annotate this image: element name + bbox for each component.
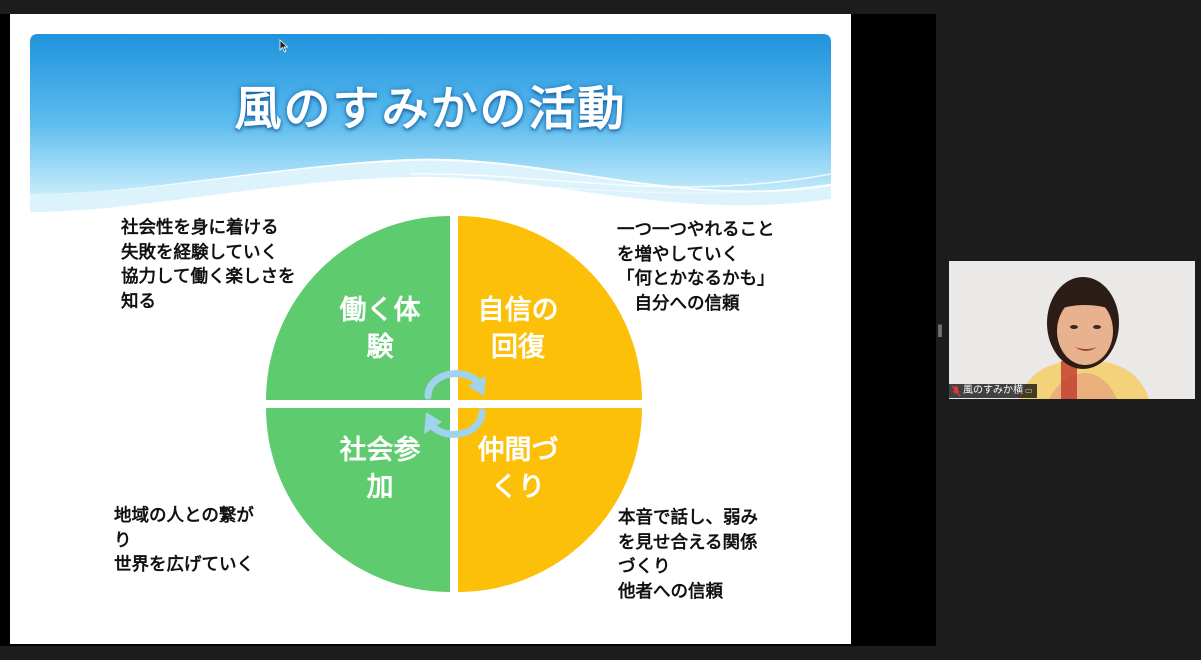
quadrant-top-right bbox=[458, 216, 642, 400]
window-bottom-bar bbox=[0, 646, 1201, 660]
quadrant-bottom-right bbox=[458, 408, 642, 592]
more-icon: ▭ bbox=[1025, 386, 1033, 395]
participant-video-tile[interactable]: 風のすみか横 ▭ bbox=[949, 261, 1195, 399]
note-top-left: 社会性を身に着ける 失敗を経験していく 協力して働く楽しさを 知る bbox=[121, 218, 296, 312]
participant-name: 風のすみか横 bbox=[963, 385, 1023, 396]
participant-video bbox=[949, 261, 1195, 399]
quadrant-label-top-right: 自信の 回復 bbox=[477, 295, 559, 363]
panel-resize-handle[interactable]: ‖ bbox=[937, 323, 943, 337]
quadrant-label-bottom-right: 仲間づ くり bbox=[477, 435, 559, 503]
presentation-slide: 風のすみかの活動 働く体験 自信の 回復 社会参加 仲間づ くり 社会性を身に着ける… bbox=[10, 14, 851, 644]
note-bottom-left: 地域の人との繋が り 世界を広げていく bbox=[114, 506, 254, 575]
quadrant-bottom-left bbox=[266, 408, 450, 592]
mouse-cursor-icon bbox=[279, 39, 289, 53]
mic-muted-icon bbox=[951, 385, 961, 397]
participant-name-bar: 風のすみか横 ▭ bbox=[949, 384, 1037, 398]
note-bottom-right: 本音で話し、弱み を見せ合える関係 づくり 他者への信頼 bbox=[618, 508, 758, 602]
quadrant-label-top-left: 働く体験 bbox=[339, 295, 421, 363]
slide-title: 風のすみかの活動 bbox=[234, 82, 627, 137]
cycle-arrows-icon bbox=[424, 370, 486, 438]
quadrant-circle bbox=[266, 216, 642, 592]
slide-title-banner bbox=[30, 34, 831, 212]
note-top-right: 一つ一つやれること を増やしていく 「何とかなるかも」 自分への信頼 bbox=[617, 220, 775, 314]
window-top-bar bbox=[0, 0, 1201, 14]
quadrant-label-bottom-left: 社会参加 bbox=[339, 435, 421, 503]
quadrant-top-left bbox=[266, 216, 450, 400]
